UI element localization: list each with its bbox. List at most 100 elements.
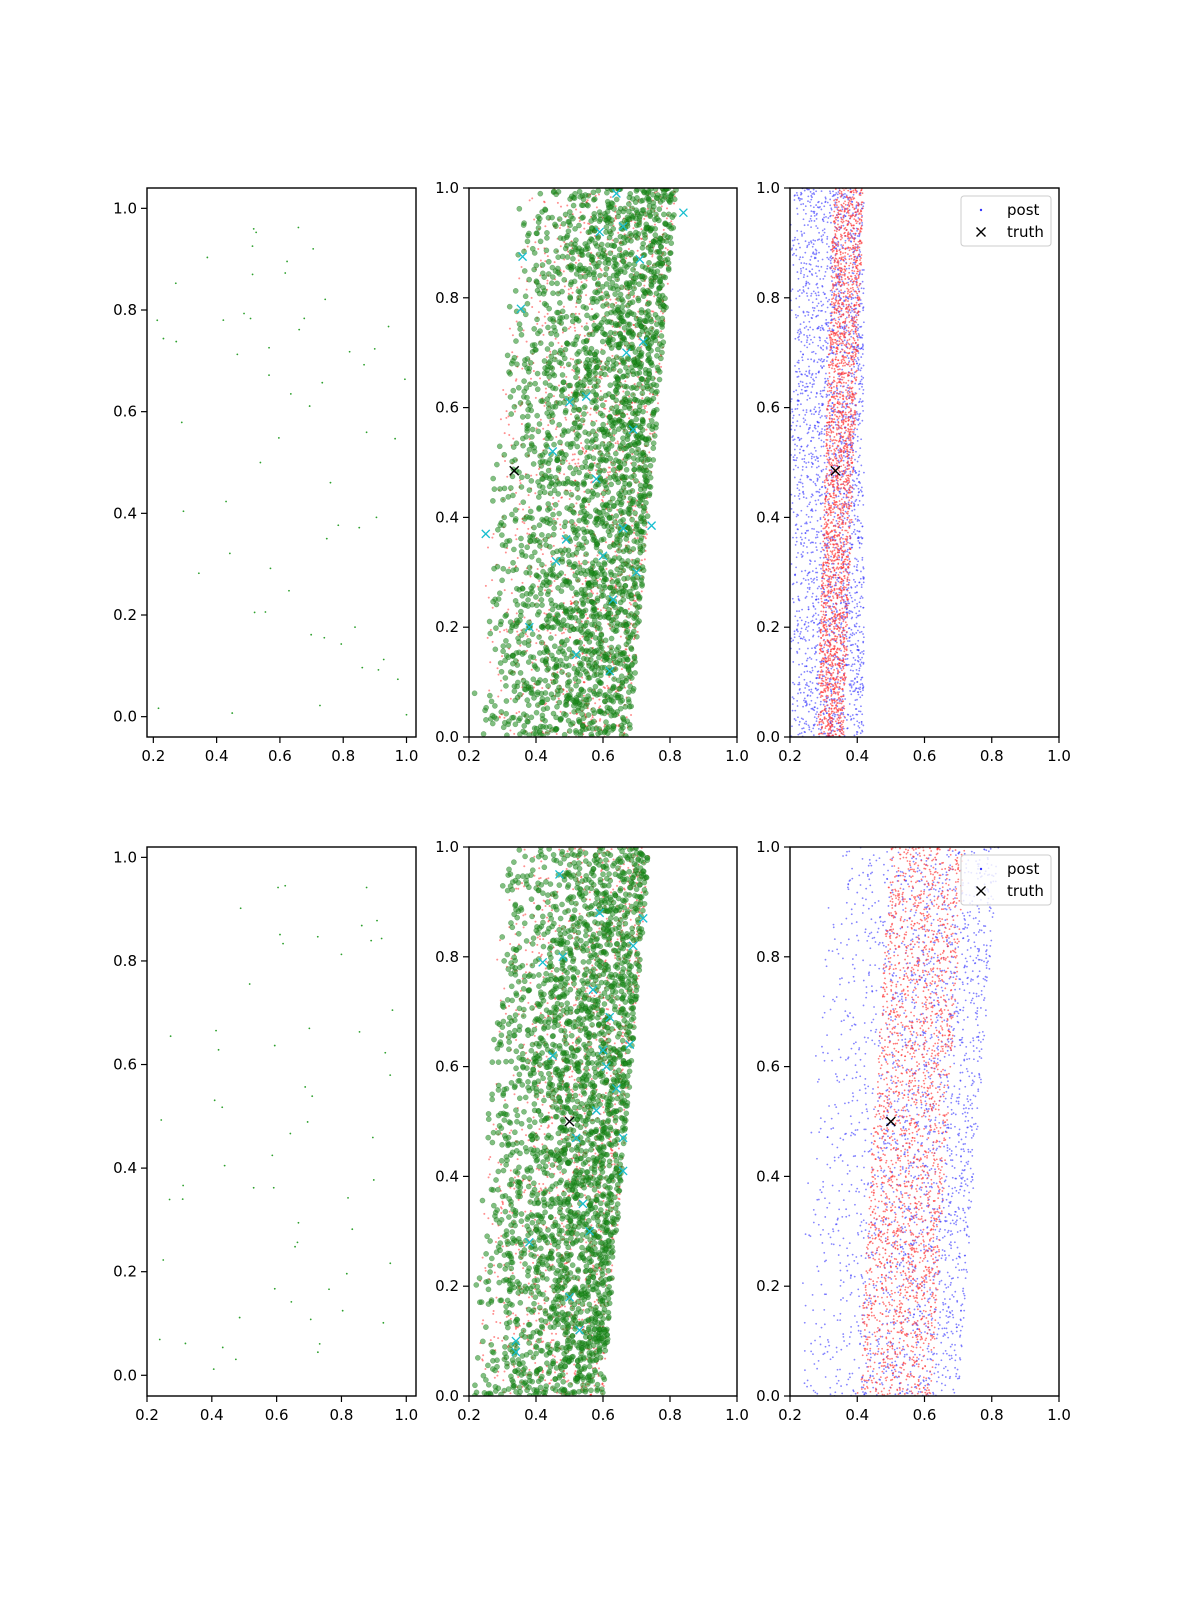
data-point: [526, 649, 529, 652]
data-point: [807, 724, 810, 727]
data-point: [525, 340, 528, 343]
data-point: [525, 422, 532, 429]
data-point: [575, 545, 581, 552]
data-point: [799, 425, 802, 428]
data-point: [544, 564, 547, 567]
data-point: [563, 451, 569, 458]
data-point: [798, 720, 801, 723]
data-point: [582, 571, 589, 578]
data-point: [605, 476, 608, 479]
data-point: [629, 500, 636, 507]
data-point: [572, 614, 579, 621]
data-point: [596, 554, 599, 557]
data-point: [653, 195, 660, 201]
data-point: [617, 606, 624, 612]
data-point: [573, 326, 576, 329]
data-point: [541, 300, 548, 307]
x-tick-label: 0.8: [331, 747, 355, 765]
data-point: [653, 330, 659, 336]
data-point: [614, 584, 617, 587]
data-point: [603, 719, 609, 725]
data-point: [551, 372, 558, 379]
data-point: [601, 560, 608, 566]
data-point: [579, 629, 585, 635]
data-point: [823, 231, 826, 234]
data-point: [580, 442, 583, 445]
data-point: [562, 270, 565, 273]
data-point: [531, 661, 534, 664]
data-point: [844, 192, 846, 195]
data-point: [506, 303, 513, 310]
data-point: [581, 535, 588, 542]
data-point: [598, 719, 601, 722]
data-point: [860, 356, 863, 358]
data-point: [607, 413, 613, 420]
data-point: [799, 272, 802, 275]
data-point: [608, 523, 615, 530]
data-point: [602, 271, 609, 278]
data-point: [549, 727, 556, 733]
data-point: [653, 321, 660, 328]
data-point: [609, 279, 616, 286]
data-point: [550, 318, 557, 325]
data-point: [518, 479, 521, 482]
data-point: [567, 281, 574, 288]
data-point: [592, 405, 599, 412]
data-point: [539, 716, 546, 722]
data-point: [550, 531, 557, 538]
data-point: [543, 616, 550, 623]
data-point: [535, 428, 542, 435]
data-point: [553, 248, 560, 254]
data-point: [587, 561, 590, 564]
data-point: [539, 476, 545, 482]
data-point: [620, 714, 626, 721]
data-point: [630, 455, 637, 462]
data-point: [579, 211, 582, 214]
data-point: [642, 309, 649, 316]
data-point: [590, 428, 596, 435]
data-point: [561, 537, 564, 540]
data-point: [807, 621, 810, 624]
data-point: [589, 725, 596, 732]
data-point: [503, 589, 506, 592]
data-point: [546, 282, 549, 285]
data-point: [590, 308, 593, 311]
data-point: [570, 255, 576, 262]
data-point: [821, 428, 823, 430]
data-point: [536, 322, 539, 325]
data-point: [537, 453, 544, 459]
data-point: [511, 351, 514, 354]
data-point: [631, 655, 638, 662]
data-point: [853, 606, 856, 609]
data-point: [623, 629, 630, 636]
data-point: [571, 596, 574, 599]
data-point: [513, 566, 520, 573]
data-point: [606, 543, 613, 550]
data-point: [560, 632, 563, 635]
data-point: [853, 358, 856, 361]
data-point: [505, 642, 512, 649]
data-point: [645, 533, 648, 536]
data-point: [612, 291, 618, 298]
data-point: [555, 435, 558, 438]
data-point: [589, 331, 596, 338]
data-point: [845, 267, 848, 270]
data-point: [623, 546, 630, 553]
data-point: [553, 508, 556, 511]
data-point: [587, 386, 590, 389]
y-tick-label: 1.0: [435, 179, 459, 197]
data-point: [632, 510, 638, 516]
data-point: [803, 232, 806, 235]
data-point: [617, 492, 624, 499]
data-point: [811, 313, 814, 316]
data-point: [583, 221, 586, 224]
data-point: [659, 282, 665, 289]
data-point: [297, 226, 300, 229]
data-point: [576, 517, 583, 524]
data-point: [600, 659, 603, 662]
data-point: [561, 326, 568, 333]
data-point: [611, 254, 618, 261]
data-point: [597, 193, 600, 196]
data-point: [543, 404, 546, 407]
data-point: [525, 702, 532, 708]
